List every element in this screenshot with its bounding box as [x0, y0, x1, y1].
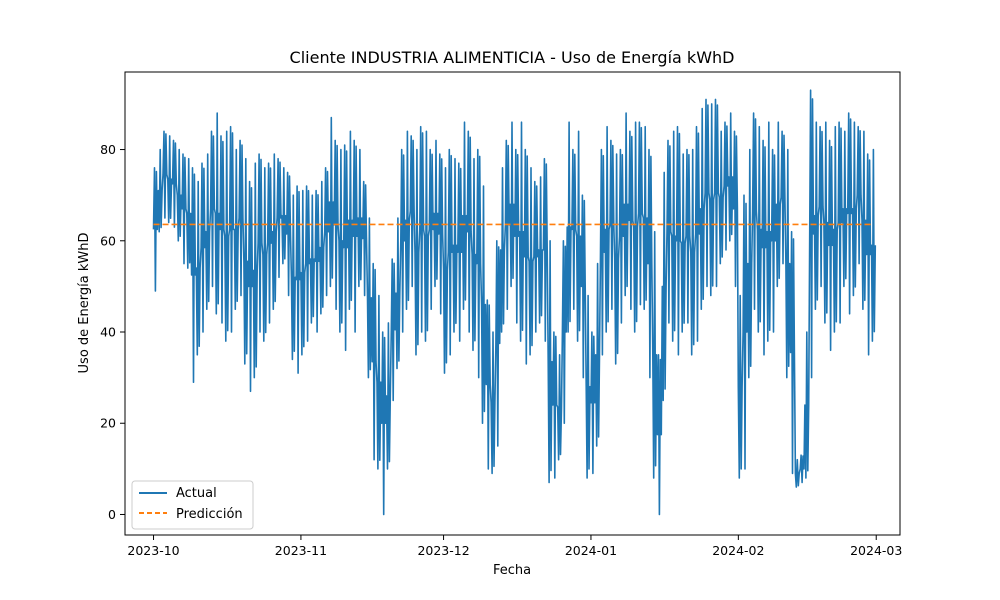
x-tick-label: 2023-10	[127, 543, 179, 558]
x-axis-label: Fecha	[493, 563, 531, 578]
y-tick-label: 60	[100, 233, 116, 248]
y-tick-label: 20	[100, 416, 116, 431]
legend: Actual Predicción	[131, 480, 254, 530]
legend-label-prediccion: Predicción	[176, 507, 243, 522]
y-tick-label: 80	[100, 142, 116, 157]
y-tick-label: 0	[108, 507, 116, 522]
x-tick-label: 2023-12	[417, 543, 469, 558]
series-line-actual	[152, 89, 877, 516]
plot-area	[152, 89, 877, 516]
y-axis: 0 20 40 60 80	[100, 142, 125, 522]
x-tick-label: 2024-01	[565, 543, 617, 558]
legend-label-actual: Actual	[176, 486, 217, 501]
y-axis-label: Uso de Energía kWhD	[77, 233, 92, 374]
x-tick-label: 2023-11	[275, 543, 327, 558]
chart-title: Cliente INDUSTRIA ALIMENTICIA - Uso de E…	[290, 48, 735, 67]
plot-frame	[124, 71, 901, 536]
x-axis: 2023-10 2023-11 2023-12 2024-01 2024-02 2024-…	[127, 535, 902, 558]
x-tick-label: 2024-03	[850, 543, 902, 558]
x-tick-label: 2024-02	[712, 543, 764, 558]
y-tick-label: 40	[100, 325, 116, 340]
